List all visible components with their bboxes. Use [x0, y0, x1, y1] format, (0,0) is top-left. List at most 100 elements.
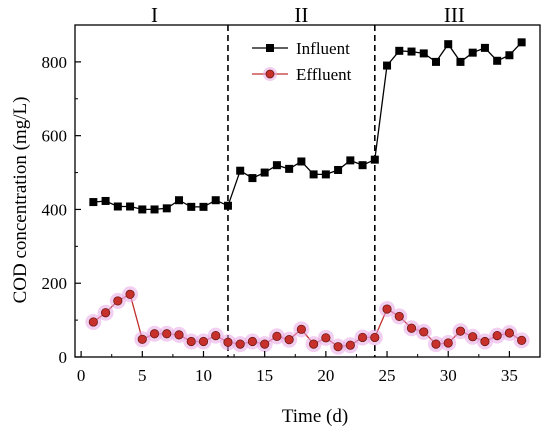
influent-point — [321, 170, 330, 179]
effluent-point — [247, 336, 258, 347]
effluent-point — [149, 329, 160, 339]
influent-point — [101, 196, 110, 205]
effluent-point — [198, 336, 209, 347]
effluent-point — [333, 342, 343, 352]
influent-point — [419, 49, 428, 58]
x-tick-label: 5 — [138, 366, 147, 385]
series-layer — [85, 38, 530, 355]
effluent-point — [186, 336, 196, 347]
effluent-point — [137, 334, 147, 344]
influent-point — [383, 61, 392, 70]
influent-point — [138, 205, 147, 214]
influent-point — [444, 40, 453, 49]
effluent-point — [113, 296, 123, 306]
legend: Influent Effluent — [252, 39, 352, 84]
influent-point — [223, 201, 232, 210]
x-tick-label: 10 — [195, 366, 212, 385]
influent-point — [346, 156, 355, 165]
effluent-point — [260, 339, 270, 349]
effluent-point — [100, 308, 111, 318]
effluent-point — [455, 326, 466, 336]
effluent-point — [174, 330, 184, 340]
y-tick-label: 0 — [59, 348, 68, 367]
influent-point — [456, 57, 465, 66]
effluent-point — [235, 339, 245, 349]
effluent-point — [431, 339, 441, 349]
influent-point — [126, 202, 135, 211]
effluent-point — [480, 336, 490, 347]
effluent-point — [211, 331, 221, 341]
influent-point — [407, 47, 416, 56]
x-tick-label: 25 — [379, 366, 396, 385]
effluent-point — [443, 338, 453, 348]
influent-point — [309, 170, 318, 179]
effluent-point — [125, 289, 135, 299]
effluent-point — [223, 337, 233, 347]
influent-point — [505, 51, 514, 60]
influent-point — [260, 168, 269, 177]
y-tick-label: 200 — [42, 274, 68, 293]
effluent-point — [504, 328, 515, 338]
plot-frame — [74, 24, 541, 358]
legend-marker-square — [266, 44, 274, 52]
influent-point — [297, 157, 306, 166]
influent-point — [358, 161, 367, 170]
x-axis-label: Time (d) — [282, 406, 348, 427]
influent-point — [162, 204, 171, 213]
phase-label: I — [151, 3, 158, 27]
influent-point — [480, 43, 489, 52]
x-tick-label: 0 — [77, 366, 86, 385]
phase-label: II — [294, 3, 308, 27]
axes: 0 5 10 15 20 25 30 35 0 200 400 600 800 — [42, 24, 541, 385]
chart-area — [227, 25, 376, 357]
legend-marker-circle — [265, 69, 275, 79]
effluent-point — [309, 339, 319, 349]
y-tick-label: 800 — [42, 53, 68, 72]
influent-point — [334, 165, 343, 174]
influent-point — [431, 57, 440, 66]
influent-point — [493, 56, 502, 65]
influent-point — [89, 198, 98, 207]
effluent-point — [345, 340, 355, 350]
x-tick-label: 15 — [256, 366, 273, 385]
effluent-point — [272, 331, 282, 341]
phase-labels: I II III — [151, 3, 465, 27]
influent-point — [517, 38, 526, 47]
effluent-point — [357, 332, 368, 343]
influent-point — [187, 202, 196, 211]
influent-point — [285, 164, 294, 173]
effluent-point — [492, 331, 502, 341]
influent-point — [395, 46, 404, 55]
influent-point — [113, 202, 122, 211]
y-tick-label: 400 — [42, 200, 68, 219]
y-tick-label: 600 — [42, 127, 68, 146]
legend-label: Influent — [296, 39, 350, 58]
y-axis-label: COD concentration (mg/L) — [10, 97, 31, 304]
influent-point — [370, 155, 379, 164]
influent-point — [236, 166, 245, 175]
x-tick-label: 30 — [440, 366, 457, 385]
influent-point — [175, 196, 184, 205]
influent-point — [211, 196, 220, 205]
effluent-point — [517, 335, 527, 345]
influent-point — [272, 161, 281, 170]
effluent-point — [284, 335, 294, 345]
effluent-point — [162, 329, 172, 339]
effluent-point — [370, 332, 380, 343]
influent-point — [468, 48, 477, 57]
x-tick-label: 20 — [317, 366, 334, 385]
influent-point — [199, 202, 208, 211]
x-tick-label: 35 — [501, 366, 518, 385]
effluent-point — [406, 323, 417, 333]
legend-label: Effluent — [296, 65, 352, 84]
effluent-point — [88, 317, 98, 327]
effluent-point — [296, 324, 306, 334]
phase-label: III — [444, 3, 465, 27]
effluent-point — [419, 327, 429, 337]
effluent-point — [394, 311, 404, 322]
effluent-point — [468, 332, 478, 342]
influent-point — [248, 174, 257, 183]
influent-point — [150, 205, 159, 214]
effluent-point — [321, 333, 331, 343]
